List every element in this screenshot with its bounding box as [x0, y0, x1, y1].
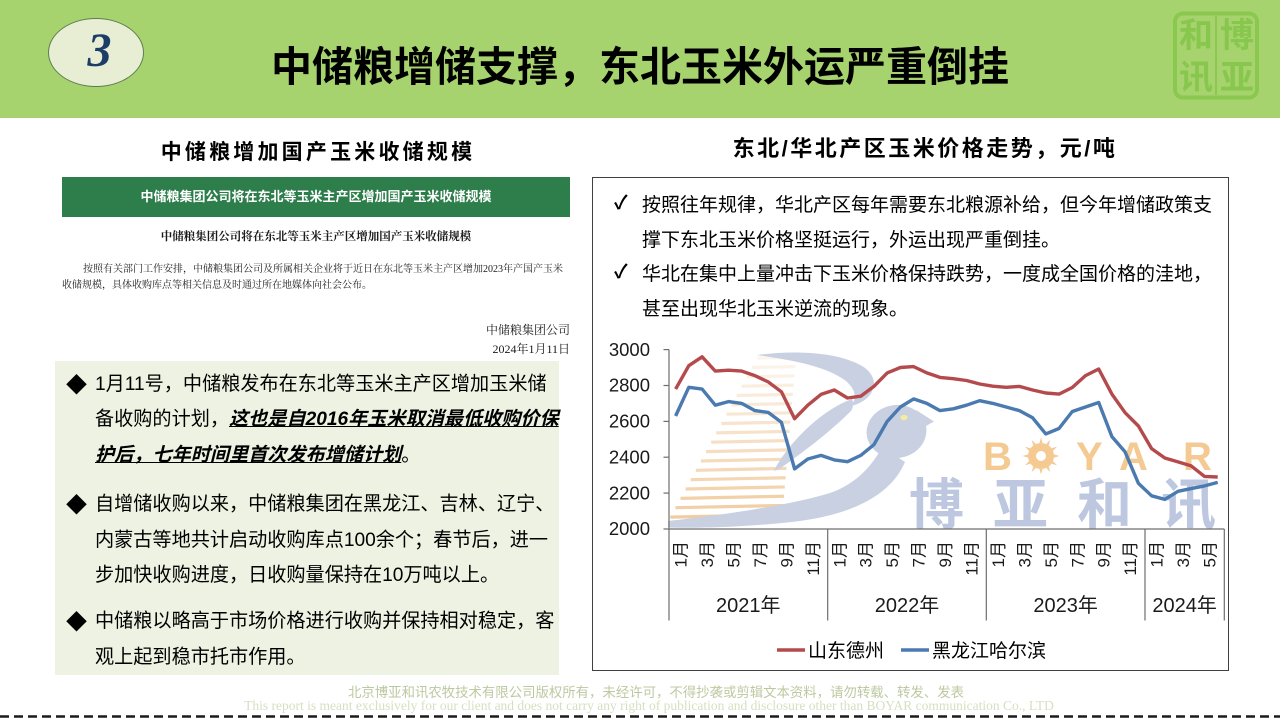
svg-text:黑龙江哈尔滨: 黑龙江哈尔滨: [932, 640, 1046, 662]
svg-text:3月: 3月: [1174, 541, 1193, 567]
svg-text:5月: 5月: [1042, 541, 1061, 567]
svg-text:亚: 亚: [1220, 59, 1254, 97]
svg-text:1月: 1月: [830, 541, 849, 567]
svg-text:2800: 2800: [609, 375, 650, 396]
svg-text:9月: 9月: [777, 541, 796, 567]
svg-text:3月: 3月: [698, 541, 717, 567]
svg-text:2000: 2000: [609, 518, 650, 539]
svg-text:7月: 7月: [910, 541, 929, 567]
svg-text:2022年: 2022年: [875, 594, 940, 617]
svg-text:3000: 3000: [609, 339, 650, 360]
svg-text:9月: 9月: [1095, 541, 1114, 567]
svg-text:9月: 9月: [936, 541, 955, 567]
svg-text:讯: 讯: [1179, 59, 1213, 97]
svg-text:博亚和讯: 博亚和讯: [909, 474, 1229, 536]
svg-text:7月: 7月: [751, 541, 770, 567]
svg-text:11月: 11月: [1121, 541, 1140, 576]
svg-text:11月: 11月: [804, 541, 823, 576]
svg-text:和: 和: [1179, 17, 1213, 55]
svg-text:2200: 2200: [609, 482, 650, 503]
svg-text:7月: 7月: [1068, 541, 1087, 567]
svg-text:2023年: 2023年: [1033, 594, 1098, 617]
svg-text:B: B: [983, 435, 1012, 479]
svg-text:2024年: 2024年: [1152, 594, 1217, 617]
svg-text:5月: 5月: [1201, 541, 1220, 567]
svg-text:1月: 1月: [989, 541, 1008, 567]
svg-text:博: 博: [1220, 17, 1254, 55]
svg-text:1月: 1月: [1148, 541, 1167, 567]
svg-text:山东德州: 山东德州: [808, 640, 884, 662]
svg-text:3月: 3月: [857, 541, 876, 567]
svg-text:3月: 3月: [1015, 541, 1034, 567]
svg-text:2021年: 2021年: [716, 594, 781, 617]
svg-text:11月: 11月: [963, 541, 982, 576]
svg-text:5月: 5月: [725, 541, 744, 567]
svg-text:2600: 2600: [609, 411, 650, 432]
svg-text:5月: 5月: [883, 541, 902, 567]
svg-text:2400: 2400: [609, 446, 650, 467]
svg-text:Y: Y: [1076, 435, 1103, 479]
svg-text:1月: 1月: [672, 541, 691, 567]
